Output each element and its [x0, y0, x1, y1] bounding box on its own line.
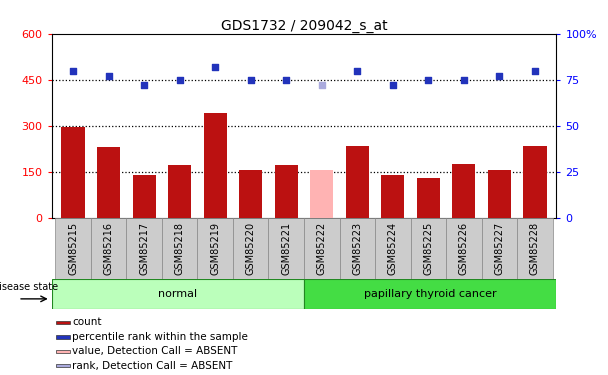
Point: [424, 77, 434, 83]
Point: [353, 68, 362, 74]
Bar: [168, 165, 191, 218]
Text: disease state: disease state: [0, 282, 58, 292]
Text: GSM85221: GSM85221: [282, 222, 291, 275]
Bar: [56, 335, 70, 339]
Bar: [97, 147, 120, 218]
Bar: [56, 364, 70, 368]
Bar: [446, 217, 482, 279]
Bar: [339, 217, 375, 279]
Bar: [61, 127, 85, 218]
Point: [388, 82, 398, 88]
Text: GSM85228: GSM85228: [530, 222, 540, 275]
Point: [317, 82, 326, 88]
Text: GSM85217: GSM85217: [139, 222, 149, 275]
Bar: [52, 279, 304, 309]
Text: GSM85218: GSM85218: [174, 222, 185, 275]
Bar: [417, 178, 440, 218]
Bar: [162, 217, 198, 279]
Point: [139, 82, 149, 88]
Bar: [488, 170, 511, 217]
Text: GSM85222: GSM85222: [317, 222, 326, 275]
Point: [282, 77, 291, 83]
Bar: [375, 217, 410, 279]
Text: GSM85215: GSM85215: [68, 222, 78, 275]
Bar: [346, 146, 369, 218]
Bar: [523, 146, 547, 218]
Title: GDS1732 / 209042_s_at: GDS1732 / 209042_s_at: [221, 19, 387, 33]
Point: [68, 68, 78, 74]
Bar: [56, 350, 70, 353]
Text: value, Detection Call = ABSENT: value, Detection Call = ABSENT: [72, 346, 238, 356]
Bar: [126, 217, 162, 279]
Text: GSM85219: GSM85219: [210, 222, 220, 275]
Bar: [56, 321, 70, 324]
Text: GSM85220: GSM85220: [246, 222, 256, 275]
Bar: [133, 175, 156, 217]
Bar: [269, 217, 304, 279]
Text: GSM85225: GSM85225: [423, 222, 434, 275]
Bar: [204, 113, 227, 218]
Bar: [91, 217, 126, 279]
Bar: [410, 217, 446, 279]
Point: [246, 77, 255, 83]
Point: [174, 77, 184, 83]
Bar: [482, 217, 517, 279]
Point: [104, 73, 114, 79]
Text: GSM85216: GSM85216: [103, 222, 114, 275]
Bar: [452, 164, 475, 218]
Bar: [517, 217, 553, 279]
Bar: [233, 217, 269, 279]
Bar: [304, 217, 339, 279]
Bar: [198, 217, 233, 279]
Text: GSM85227: GSM85227: [494, 222, 505, 275]
Point: [494, 73, 504, 79]
Bar: [275, 165, 298, 218]
Text: normal: normal: [158, 290, 198, 299]
Bar: [381, 175, 404, 217]
Point: [530, 68, 540, 74]
Bar: [304, 279, 556, 309]
Bar: [310, 170, 333, 217]
Text: count: count: [72, 317, 102, 327]
Point: [210, 64, 220, 70]
Bar: [55, 217, 91, 279]
Text: rank, Detection Call = ABSENT: rank, Detection Call = ABSENT: [72, 361, 233, 371]
Bar: [239, 170, 262, 217]
Text: papillary thyroid cancer: papillary thyroid cancer: [364, 290, 497, 299]
Text: GSM85226: GSM85226: [459, 222, 469, 275]
Text: GSM85224: GSM85224: [388, 222, 398, 275]
Point: [459, 77, 469, 83]
Text: percentile rank within the sample: percentile rank within the sample: [72, 332, 248, 342]
Text: GSM85223: GSM85223: [352, 222, 362, 275]
